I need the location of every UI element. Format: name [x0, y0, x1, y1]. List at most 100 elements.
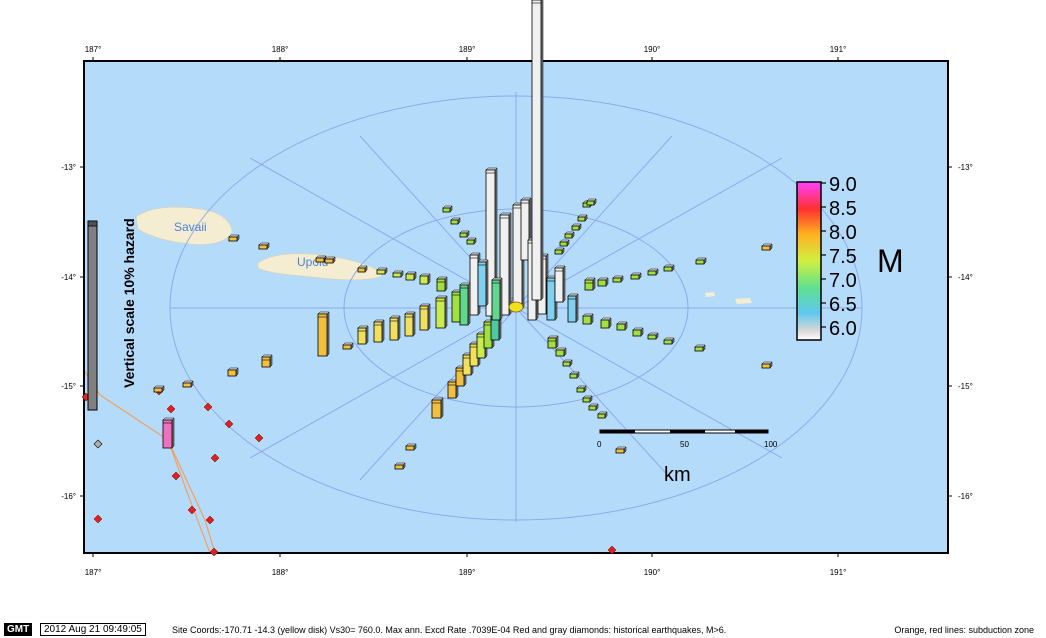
- aunuu-island: [735, 298, 752, 304]
- earthquake-diamond: [210, 453, 220, 463]
- earthquake-diamond: [224, 419, 234, 429]
- vertical-scale-label: Vertical scale 10% hazard: [121, 218, 137, 388]
- earthquake-diamond: [205, 515, 215, 525]
- footer: GMT 2012 Aug 21 09:49:05 Site Coords:-17…: [0, 622, 1046, 638]
- hazard-bar: [153, 385, 165, 393]
- hazard-bar: [695, 257, 707, 265]
- hazard-bar: [466, 237, 477, 245]
- hazard-bar: [436, 276, 448, 292]
- hazard-bar: [663, 264, 675, 272]
- legend-label: 9.0: [829, 174, 857, 196]
- hazard-bar: [376, 267, 388, 275]
- legend-label: 8.5: [829, 198, 857, 220]
- historical-earthquakes: [81, 386, 617, 557]
- hazard-bar: [405, 271, 417, 281]
- hazard-bar: [419, 273, 431, 285]
- lat-label-left: -15°: [61, 382, 76, 391]
- lon-label-top: 189°: [459, 45, 476, 54]
- hazard-bar: [630, 272, 642, 280]
- hazard-bar: [586, 198, 597, 206]
- earthquake-diamond: [254, 433, 264, 443]
- hazard-bar: [562, 359, 573, 367]
- hazard-bar: [571, 223, 582, 231]
- hazard-bar: [431, 397, 444, 419]
- hazard-bar: [357, 325, 369, 345]
- hazard-bar: [342, 342, 354, 350]
- hazard-bar: [559, 239, 570, 247]
- hazard-bar: [597, 277, 609, 287]
- legend-label: 6.5: [829, 294, 857, 316]
- hazard-bar: [567, 293, 579, 323]
- hazard-bar: [694, 344, 706, 352]
- earthquake-diamond: [203, 402, 213, 412]
- hazard-bar: [405, 443, 417, 451]
- hazard-bar: [435, 295, 448, 329]
- hazard-bar: [228, 234, 240, 242]
- hazard-bar: [392, 270, 404, 278]
- hazard-bar: [761, 243, 773, 251]
- hazard-bar: [616, 321, 628, 331]
- site-disk: [508, 301, 524, 313]
- hazard-bar: [450, 217, 461, 225]
- lon-label-top: 190°: [644, 45, 661, 54]
- lat-label-left: -14°: [61, 273, 76, 282]
- hazard-bar: [389, 315, 401, 341]
- savaii-island: [135, 206, 233, 245]
- scale-tick-100: 100: [764, 440, 778, 449]
- hazard-bar: [182, 380, 194, 388]
- hazard-bar: [555, 347, 567, 357]
- lon-label-top: 188°: [272, 45, 289, 54]
- legend-label: 7.5: [829, 246, 857, 268]
- timestamp: 2012 Aug 21 09:49:05: [40, 623, 146, 636]
- hazard-bar: [324, 256, 336, 264]
- graticule: 187° 187° 188° 188° 189° 189° 190° 190° 191° 191°…: [61, 45, 973, 577]
- hazard-bar: [491, 277, 503, 321]
- manua-island: [705, 292, 715, 297]
- hazard-bar: [394, 462, 406, 470]
- hazard-map: 187° 187° 188° 188° 189° 189° 190° 190° 191° 191°…: [61, 0, 973, 577]
- lon-label-bottom: 188°: [272, 568, 289, 577]
- hazard-bar: [647, 268, 659, 276]
- hazard-bar: [577, 214, 588, 222]
- hazard-bar: [576, 385, 587, 393]
- lon-label-top: 191°: [830, 45, 847, 54]
- lon-label-bottom: 189°: [459, 568, 476, 577]
- hazard-bar: [647, 332, 659, 340]
- hazard-bar: [404, 311, 416, 337]
- hazard-bar: [569, 371, 580, 379]
- lon-label-bottom: 187°: [85, 568, 102, 577]
- lat-label-right: -16°: [958, 492, 973, 501]
- hazard-bar: [547, 335, 559, 349]
- earthquake-diamond: [209, 547, 219, 557]
- hazard-bar: [600, 317, 612, 329]
- lon-label-bottom: 191°: [830, 568, 847, 577]
- upolu-island: [257, 253, 383, 281]
- lat-label-right: -14°: [958, 273, 973, 282]
- hazard-bar: [584, 277, 596, 291]
- lat-label-right: -15°: [958, 382, 973, 391]
- hazard-bar: [317, 311, 330, 357]
- hazard-bar: [612, 275, 624, 283]
- hazard-bar: [582, 395, 593, 403]
- hazard-bar: [554, 265, 566, 303]
- scale-unit: km: [664, 464, 691, 486]
- magnitude-legend: 9.08.58.07.57.06.56.0 M: [796, 174, 904, 341]
- hazard-bar: [442, 205, 453, 213]
- hazard-bar: [615, 446, 627, 454]
- scale-tick-0: 0: [597, 440, 602, 449]
- subduction-caption: Orange, red lines: subduction zone: [894, 625, 1034, 635]
- savaii-label: Savaii: [174, 220, 207, 234]
- earthquake-diamond-gray: [93, 439, 103, 449]
- hazard-bar: [261, 354, 273, 368]
- earthquake-diamond: [93, 514, 103, 524]
- hazard-bar: [663, 337, 675, 345]
- legend-label: 7.0: [829, 270, 857, 292]
- hazard-bar: [564, 231, 575, 239]
- hazard-bar: [315, 255, 327, 263]
- map-frame: [83, 60, 949, 554]
- gmt-logo: GMT: [4, 623, 33, 636]
- hazard-bar: [499, 212, 512, 316]
- lat-label-left: -13°: [61, 163, 76, 172]
- hazard-bar: [258, 242, 270, 250]
- vertical-scale: Vertical scale 10% hazard: [87, 218, 137, 411]
